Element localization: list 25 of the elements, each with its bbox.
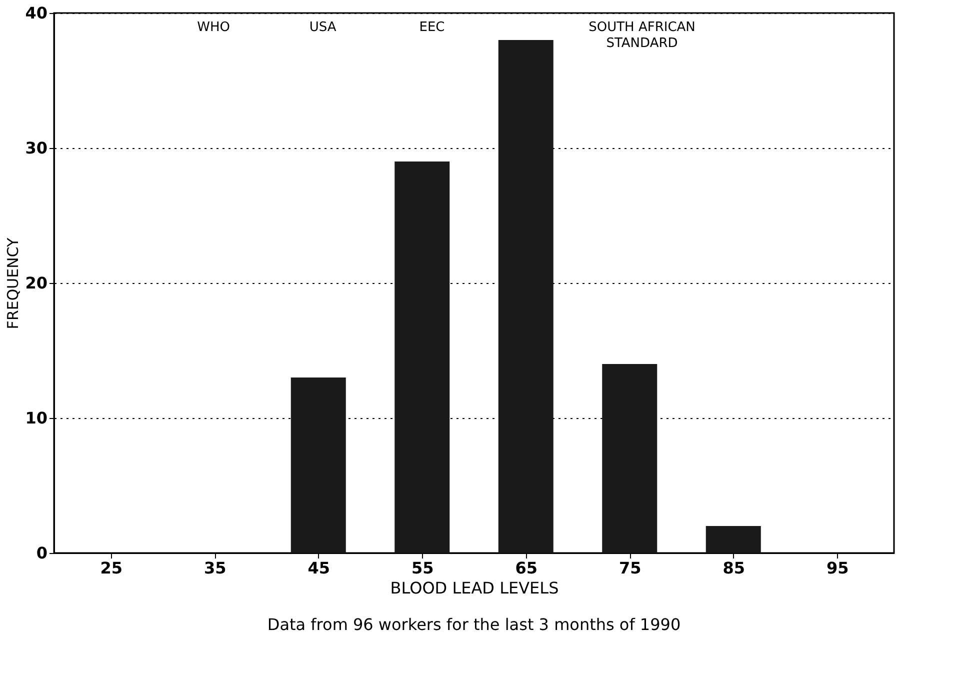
bar (602, 364, 658, 553)
y-tick-label: 20 (25, 274, 48, 292)
x-tick-label: 25 (100, 558, 123, 578)
y-tick-label: 40 (25, 4, 48, 22)
x-tick-label: 55 (411, 558, 434, 578)
x-tick-label: 85 (722, 558, 746, 578)
bar (290, 378, 346, 553)
bar (394, 162, 450, 553)
y-tick-label: 10 (25, 408, 48, 428)
x-tick-label: 45 (308, 558, 330, 578)
x-tick-label: 95 (826, 558, 849, 578)
x-tick-label: 75 (618, 558, 642, 578)
x-axis-title: BLOOD LEAD LEVELS (390, 578, 559, 598)
bar (498, 40, 554, 553)
annotation: EEC (419, 20, 445, 35)
annotation: USA (309, 20, 336, 35)
text: Data from 96 workers for the last 3 months of 1990 (267, 615, 681, 634)
y-tick-label: 0 (36, 544, 48, 562)
annotation: SOUTH AFRICAN STANDARD (588, 20, 696, 51)
bar (706, 526, 761, 553)
y-axis-title: FREQUENCY (4, 236, 22, 330)
y-tick-label: 30 (25, 138, 48, 158)
x-tick-label: 65 (515, 558, 538, 578)
x-tick-label: 35 (204, 558, 226, 578)
annotation: WHO (197, 20, 230, 35)
